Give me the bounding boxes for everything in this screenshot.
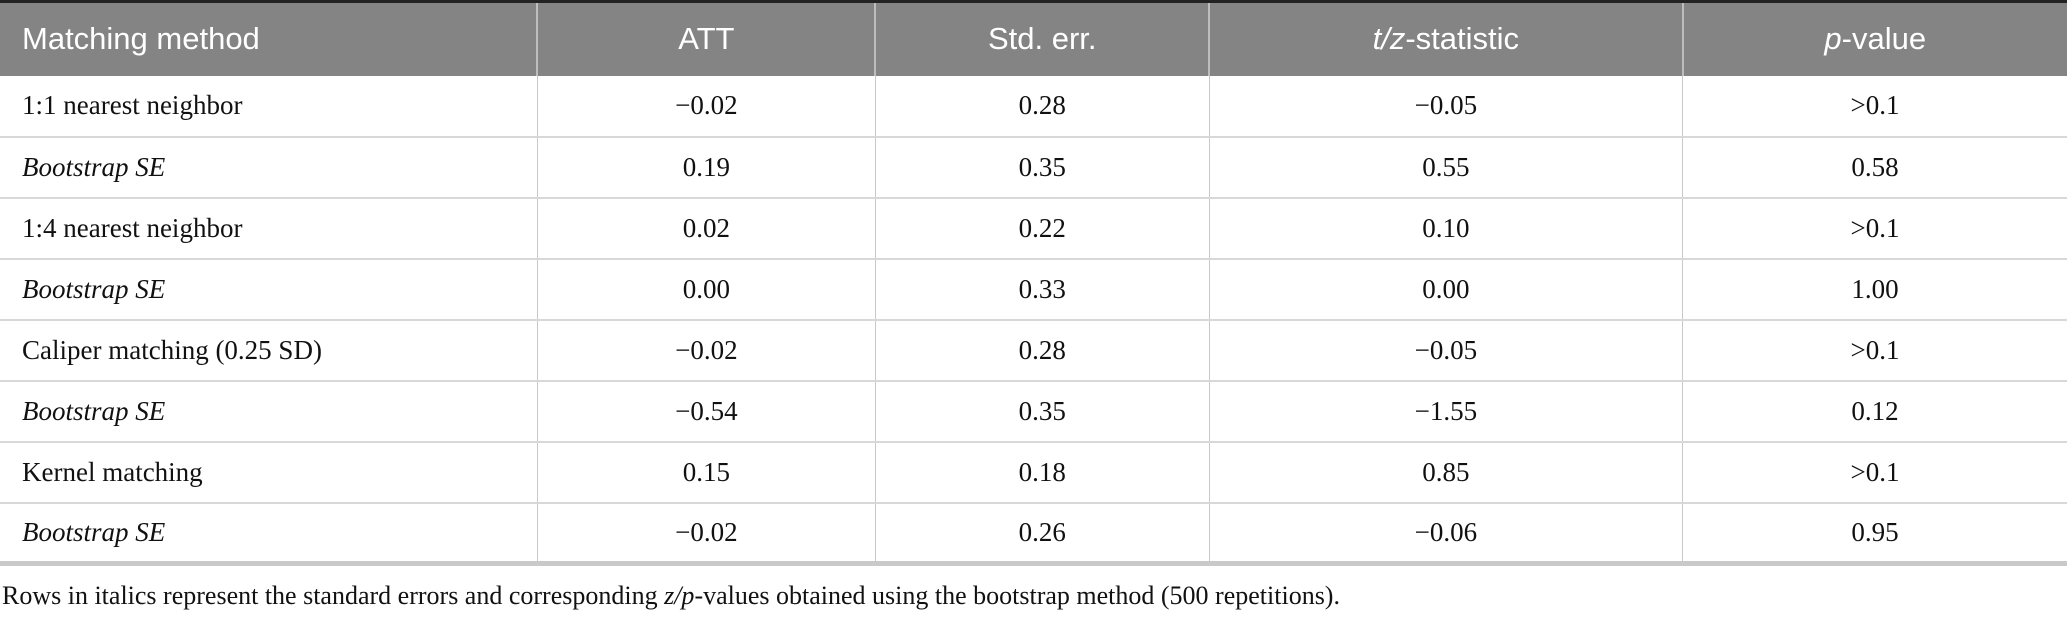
header-tz-rest-part: -statistic bbox=[1405, 21, 1520, 57]
header-std-err: Std. err. bbox=[874, 1, 1210, 76]
footnote-text-part2: -values obtained using the bootstrap met… bbox=[694, 581, 1340, 610]
cell-method: Bootstrap SE bbox=[0, 135, 538, 198]
cell-att: −0.54 bbox=[536, 379, 876, 442]
cell-att: −0.02 bbox=[536, 501, 876, 564]
header-matching-method: Matching method bbox=[0, 1, 538, 76]
table-row: Kernel matching 0.15 0.18 0.85 >0.1 bbox=[0, 440, 2067, 503]
cell-tz-statistic: 0.85 bbox=[1208, 440, 1683, 503]
cell-method: 1:4 nearest neighbor bbox=[0, 196, 538, 259]
cell-method: Bootstrap SE bbox=[0, 501, 538, 564]
cell-tz-statistic: −0.05 bbox=[1208, 318, 1683, 381]
cell-tz-statistic: −1.55 bbox=[1208, 379, 1683, 442]
table-row: 1:1 nearest neighbor −0.02 0.28 −0.05 >0… bbox=[0, 75, 2067, 137]
cell-tz-statistic: −0.05 bbox=[1208, 75, 1683, 137]
cell-method: Bootstrap SE bbox=[0, 257, 538, 320]
cell-std-err: 0.35 bbox=[874, 379, 1210, 442]
table-row: Caliper matching (0.25 SD) −0.02 0.28 −0… bbox=[0, 318, 2067, 381]
cell-p-value: 1.00 bbox=[1682, 257, 2067, 320]
cell-method: Kernel matching bbox=[0, 440, 538, 503]
cell-std-err: 0.22 bbox=[874, 196, 1210, 259]
table-row-bootstrap: Bootstrap SE 0.19 0.35 0.55 0.58 bbox=[0, 135, 2067, 198]
cell-att: −0.02 bbox=[536, 318, 876, 381]
table-header-row: Matching method ATT Std. err. t/z-statis… bbox=[0, 1, 2067, 76]
table-row-bootstrap: Bootstrap SE −0.02 0.26 −0.06 0.95 bbox=[0, 501, 2067, 564]
header-p-italic-part: p bbox=[1824, 21, 1842, 57]
table-row-bootstrap: Bootstrap SE 0.00 0.33 0.00 1.00 bbox=[0, 257, 2067, 320]
cell-std-err: 0.18 bbox=[874, 440, 1210, 503]
cell-att: 0.02 bbox=[536, 196, 876, 259]
table-footnote: Rows in italics represent the standard e… bbox=[2, 581, 2065, 611]
footnote-italic-part: z/p bbox=[664, 581, 695, 610]
cell-p-value: 0.12 bbox=[1682, 379, 2067, 442]
cell-method: Bootstrap SE bbox=[0, 379, 538, 442]
cell-att: 0.19 bbox=[536, 135, 876, 198]
cell-std-err: 0.28 bbox=[874, 318, 1210, 381]
cell-method: 1:1 nearest neighbor bbox=[0, 75, 538, 137]
table-row-bootstrap: Bootstrap SE −0.54 0.35 −1.55 0.12 bbox=[0, 379, 2067, 442]
cell-method: Caliper matching (0.25 SD) bbox=[0, 318, 538, 381]
cell-p-value: >0.1 bbox=[1682, 440, 2067, 503]
table-row: 1:4 nearest neighbor 0.02 0.22 0.10 >0.1 bbox=[0, 196, 2067, 259]
cell-p-value: 0.95 bbox=[1682, 501, 2067, 564]
header-att: ATT bbox=[536, 1, 876, 76]
cell-std-err: 0.26 bbox=[874, 501, 1210, 564]
cell-tz-statistic: 0.55 bbox=[1208, 135, 1683, 198]
cell-std-err: 0.35 bbox=[874, 135, 1210, 198]
cell-att: 0.15 bbox=[536, 440, 876, 503]
header-tz-italic-part: t/z bbox=[1372, 21, 1406, 57]
cell-tz-statistic: −0.06 bbox=[1208, 501, 1683, 564]
footnote-text-part1: Rows in italics represent the standard e… bbox=[2, 581, 665, 610]
header-p-value: p-value bbox=[1681, 1, 2067, 76]
cell-p-value: >0.1 bbox=[1682, 75, 2067, 137]
matching-results-table: Matching method ATT Std. err. t/z-statis… bbox=[0, 0, 2067, 566]
cell-tz-statistic: 0.00 bbox=[1208, 257, 1683, 320]
header-tz-statistic: t/z-statistic bbox=[1208, 1, 1683, 76]
cell-att: −0.02 bbox=[536, 75, 876, 137]
cell-p-value: 0.58 bbox=[1682, 135, 2067, 198]
cell-std-err: 0.33 bbox=[874, 257, 1210, 320]
cell-att: 0.00 bbox=[536, 257, 876, 320]
cell-tz-statistic: 0.10 bbox=[1208, 196, 1683, 259]
header-p-rest-part: -value bbox=[1841, 21, 1927, 57]
cell-p-value: >0.1 bbox=[1682, 318, 2067, 381]
cell-std-err: 0.28 bbox=[874, 75, 1210, 137]
cell-p-value: >0.1 bbox=[1682, 196, 2067, 259]
